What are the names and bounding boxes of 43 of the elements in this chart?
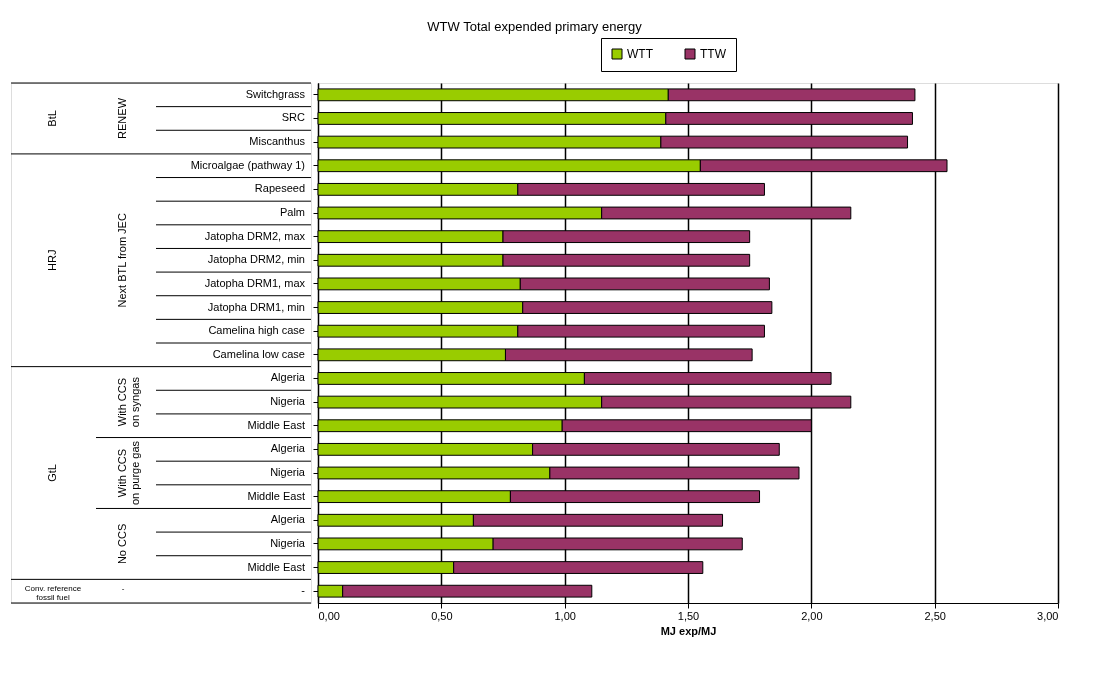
y-tick-label: Jatopha DRM1, max [204,276,306,289]
text: With CCS on syngas [116,376,141,428]
legend-label: WTT [627,47,654,61]
text: HRJ [46,249,58,271]
x-axis-title: MJ exp/MJ [660,624,717,637]
text: With CCS on purge gas [116,440,141,506]
x-tick-label: 2,00 [801,609,823,622]
text: No CCS [116,523,128,565]
x-tick-label: 3,00 [1037,609,1059,622]
x-tick-label: 1,00 [554,609,576,622]
y-tick-label: Algeria [270,442,306,455]
text: Conv. reference fossil fuel [24,584,82,603]
text: - [121,584,125,594]
text: GtL [46,464,58,482]
y-tick-label: Jatopha DRM2, max [204,229,306,242]
legend-label: TTW [700,47,727,61]
y-tick-label: Palm [279,206,305,218]
y-tick-label: Middle East [247,418,305,431]
text: BtL [46,110,58,127]
y-tick-label: Algeria [270,371,306,384]
y-tick-label: Miscanthus [249,135,306,148]
x-tick-label: 0,00 [318,609,340,622]
y-tick-label: Nigeria [270,536,306,549]
chart-title: WTW Total expended primary energy [427,18,643,34]
text: Next BTL from JEC [116,213,128,308]
y-tick-label: Camelina low case [212,347,305,360]
y-tick-label: Camelina high case [208,324,305,337]
y-tick-label: Middle East [247,560,305,573]
x-tick-label: 1,50 [677,609,700,622]
y-tick-label: Nigeria [270,395,306,408]
y-tick-label: Rapeseed [254,182,305,195]
y-tick-label: SRC [281,111,306,124]
y-tick-label: Jatopha DRM2, min [207,253,305,266]
text: RENEW [116,97,128,139]
x-tick-label: 0,50 [431,609,453,622]
y-tick-label: Nigeria [270,466,306,478]
y-tick-label: Middle East [247,489,305,502]
y-tick-label: Algeria [270,513,306,526]
y-tick-label: Switchgrass [245,87,306,100]
x-tick-label: 2,50 [924,609,946,622]
y-tick-label: Jatopha DRM1, min [207,300,305,313]
y-tick-label: - [301,584,306,597]
y-tick-label: Microalgae (pathway 1) [190,158,305,171]
